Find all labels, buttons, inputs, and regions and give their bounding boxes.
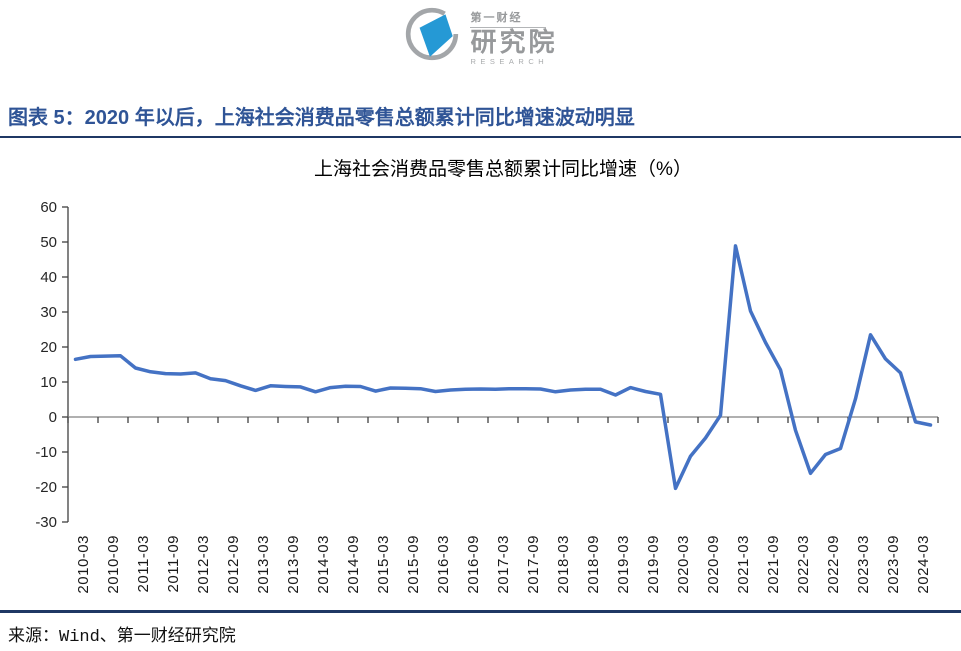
svg-text:2014-09: 2014-09 bbox=[345, 535, 362, 594]
logo-brand-main: 研究院 bbox=[470, 27, 558, 57]
svg-text:60: 60 bbox=[40, 199, 57, 216]
logo-mark-icon bbox=[406, 7, 459, 61]
line-chart: 60 50 40 30 20 10 0 -10 -20 -30 2010-03 2010-09 2011… bbox=[35, 199, 939, 594]
svg-text:2013-09: 2013-09 bbox=[285, 535, 302, 594]
svg-text:2023-03: 2023-03 bbox=[855, 535, 872, 594]
footer-divider bbox=[0, 610, 961, 613]
svg-text:2022-09: 2022-09 bbox=[825, 535, 842, 594]
svg-text:20: 20 bbox=[40, 339, 57, 356]
svg-text:2019-03: 2019-03 bbox=[615, 535, 632, 594]
svg-text:2018-03: 2018-03 bbox=[555, 535, 572, 594]
svg-text:2015-09: 2015-09 bbox=[405, 535, 422, 594]
logo-parallelogram bbox=[420, 14, 454, 57]
svg-text:2011-09: 2011-09 bbox=[165, 535, 182, 592]
logo-text: 第一财经 研究院 RESEARCH bbox=[470, 5, 557, 66]
yicai-research-logo: 第一财经 研究院 RESEARCH bbox=[0, 5, 961, 66]
logo-brand-sub: RESEARCH bbox=[470, 57, 549, 67]
heading-divider bbox=[0, 136, 961, 138]
source-note: 来源：Wind、第一财经研究院 bbox=[8, 628, 236, 647]
svg-text:2017-09: 2017-09 bbox=[525, 535, 542, 594]
svg-text:2021-03: 2021-03 bbox=[735, 535, 752, 594]
svg-text:2020-03: 2020-03 bbox=[675, 535, 692, 594]
logo-brand-top: 第一财经 bbox=[470, 9, 547, 28]
svg-text:0: 0 bbox=[49, 409, 57, 426]
svg-text:2022-03: 2022-03 bbox=[795, 535, 812, 594]
svg-text:10: 10 bbox=[40, 374, 57, 391]
svg-text:2012-09: 2012-09 bbox=[225, 535, 242, 594]
svg-text:-10: -10 bbox=[35, 444, 57, 461]
svg-text:50: 50 bbox=[40, 234, 57, 251]
svg-text:2016-03: 2016-03 bbox=[435, 535, 452, 594]
logo-circle bbox=[406, 7, 459, 61]
svg-text:2015-03: 2015-03 bbox=[375, 535, 392, 594]
svg-text:2010-09: 2010-09 bbox=[105, 535, 122, 594]
svg-text:2016-09: 2016-09 bbox=[465, 535, 482, 594]
svg-text:2020-09: 2020-09 bbox=[705, 535, 722, 594]
svg-text:40: 40 bbox=[40, 269, 57, 286]
chart-title: 上海社会消费品零售总额累计同比增速（%） bbox=[314, 159, 692, 180]
svg-text:2013-03: 2013-03 bbox=[255, 535, 272, 594]
svg-text:2012-03: 2012-03 bbox=[195, 535, 212, 594]
svg-text:-20: -20 bbox=[35, 479, 57, 496]
svg-text:2010-03: 2010-03 bbox=[75, 535, 92, 594]
figure-heading: 图表 5：2020 年以后，上海社会消费品零售总额累计同比增速波动明显 bbox=[8, 107, 635, 129]
svg-text:2018-09: 2018-09 bbox=[585, 535, 602, 594]
svg-text:2017-03: 2017-03 bbox=[495, 535, 512, 594]
svg-text:-30: -30 bbox=[35, 514, 57, 531]
svg-text:2014-03: 2014-03 bbox=[315, 535, 332, 594]
svg-text:2023-09: 2023-09 bbox=[885, 535, 902, 594]
svg-text:30: 30 bbox=[40, 304, 57, 321]
svg-text:2011-03: 2011-03 bbox=[135, 535, 152, 592]
svg-text:2019-09: 2019-09 bbox=[645, 535, 662, 594]
svg-text:2024-03: 2024-03 bbox=[915, 535, 932, 594]
svg-text:2021-09: 2021-09 bbox=[765, 535, 782, 594]
